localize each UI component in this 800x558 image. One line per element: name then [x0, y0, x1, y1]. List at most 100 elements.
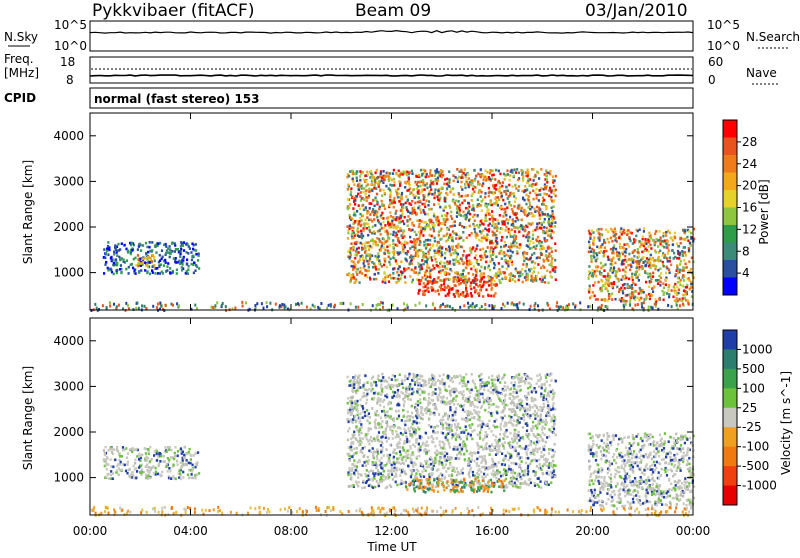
- data-cell: [168, 448, 170, 451]
- data-cell: [213, 508, 215, 511]
- data-cell: [671, 305, 673, 308]
- data-cell: [533, 252, 535, 255]
- data-cell: [488, 420, 490, 423]
- data-cell: [356, 195, 358, 198]
- data-cell: [528, 195, 530, 198]
- data-cell: [182, 258, 184, 261]
- data-cell: [339, 510, 341, 513]
- data-cell: [602, 284, 604, 287]
- data-cell: [603, 255, 605, 258]
- data-cell: [186, 453, 188, 456]
- data-cell: [296, 510, 298, 513]
- data-cell: [396, 244, 398, 247]
- data-cell: [438, 250, 440, 253]
- data-cell: [515, 187, 517, 190]
- data-cell: [498, 262, 500, 265]
- data-cell: [645, 243, 647, 246]
- data-cell: [372, 226, 374, 229]
- data-cell: [450, 253, 452, 256]
- data-cell: [384, 192, 386, 195]
- data-cell: [428, 397, 430, 400]
- data-cell: [636, 267, 638, 270]
- data-cell: [498, 252, 500, 255]
- data-cell: [527, 387, 529, 390]
- data-cell: [468, 259, 470, 262]
- data-cell: [417, 191, 419, 194]
- data-cell: [627, 264, 629, 267]
- data-cell: [507, 250, 509, 253]
- data-cell: [170, 456, 172, 459]
- data-cell: [635, 235, 637, 238]
- data-cell: [371, 183, 373, 186]
- data-cell: [652, 290, 654, 293]
- data-cell: [546, 270, 548, 273]
- power-colorbar-label: Power [dB]: [757, 179, 771, 244]
- data-cell: [459, 222, 461, 225]
- data-cell: [489, 269, 491, 272]
- data-cell: [402, 446, 404, 449]
- data-cell: [558, 511, 560, 514]
- data-cell: [374, 210, 376, 213]
- data-cell: [459, 170, 461, 173]
- data-cell: [354, 400, 356, 403]
- data-cell: [675, 507, 677, 510]
- data-cell: [603, 508, 605, 511]
- data-cell: [486, 239, 488, 242]
- data-cell: [396, 263, 398, 266]
- data-cell: [641, 302, 643, 305]
- data-cell: [356, 447, 358, 450]
- data-cell: [364, 486, 366, 489]
- data-cell: [481, 184, 483, 187]
- data-cell: [176, 272, 178, 275]
- data-cell: [686, 266, 688, 269]
- data-cell: [645, 298, 647, 301]
- data-cell: [466, 290, 468, 293]
- data-cell: [451, 239, 453, 242]
- data-cell: [425, 304, 427, 307]
- data-cell: [409, 212, 411, 215]
- data-cell: [356, 210, 358, 213]
- data-cell: [440, 169, 442, 172]
- data-cell: [411, 170, 413, 173]
- data-cell: [415, 175, 417, 178]
- data-cell: [412, 194, 414, 197]
- data-cell: [595, 275, 597, 278]
- data-cell: [588, 270, 590, 273]
- data-cell: [662, 254, 664, 257]
- data-cell: [236, 512, 238, 515]
- data-cell: [418, 223, 420, 226]
- data-cell: [475, 175, 477, 178]
- data-cell: [590, 509, 592, 512]
- data-cell: [438, 247, 440, 250]
- data-cell: [463, 269, 465, 272]
- y-tick-label: 1000: [53, 266, 84, 280]
- data-cell: [447, 263, 449, 266]
- data-cell: [458, 279, 460, 282]
- data-cell: [446, 187, 448, 190]
- data-cell: [603, 239, 605, 242]
- data-cell: [507, 265, 509, 268]
- data-cell: [654, 249, 656, 252]
- data-cell: [434, 174, 436, 177]
- data-cell: [511, 192, 513, 195]
- data-cell: [317, 306, 319, 309]
- data-cell: [645, 508, 647, 511]
- data-cell: [484, 176, 486, 179]
- data-cell: [509, 250, 511, 253]
- data-cell: [523, 256, 525, 259]
- data-cell: [469, 285, 471, 288]
- data-cell: [589, 297, 591, 300]
- data-cell: [175, 261, 177, 264]
- data-cell: [461, 188, 463, 191]
- data-cell: [589, 232, 591, 235]
- data-cell: [144, 269, 146, 272]
- data-cell: [492, 222, 494, 225]
- data-cell: [390, 258, 392, 261]
- data-cell: [148, 466, 150, 469]
- data-cell: [384, 179, 386, 182]
- data-cell: [142, 244, 144, 247]
- data-cell: [177, 455, 179, 458]
- data-cell: [426, 506, 428, 509]
- data-cell: [125, 447, 127, 450]
- data-cell: [169, 267, 171, 270]
